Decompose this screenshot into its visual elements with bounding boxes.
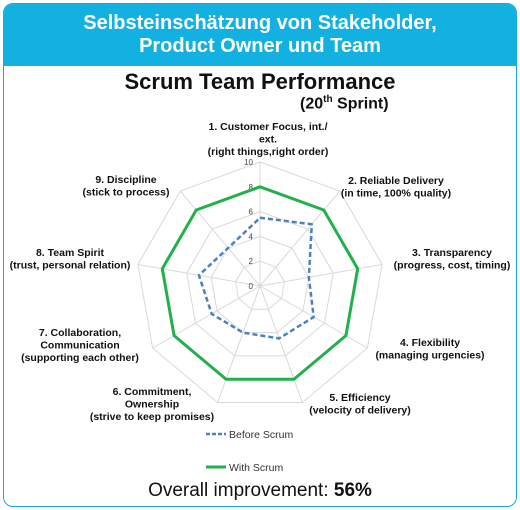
tick-label: 2 [249, 257, 254, 266]
chart-subtitle: (20th Sprint) [300, 94, 389, 113]
tick-label: 10 [244, 158, 253, 167]
axis-label-6: 6. Commitment, Ownership (strive to keep p… [90, 386, 214, 423]
header-line-1: Selbsteinschätzung von Stakeholder, [83, 12, 437, 34]
overall-value: 56% [333, 480, 372, 501]
overall-label: Overall improvement: [148, 480, 329, 501]
tick-label: 6 [249, 208, 254, 217]
series-with-scrum [160, 185, 360, 381]
axis-label-8: 8. Team Spirit (trust, personal relation) [10, 247, 131, 272]
tick-label: 8 [249, 183, 254, 192]
grid-spoke [152, 285, 261, 349]
axis-label-2: 2. Reliable Delivery (in time, 100% quali… [341, 175, 451, 200]
header-banner: Selbsteinschätzung von Stakeholder, Prod… [4, 4, 516, 66]
axis-label-7: 7. Collaboration, Communication (supportin… [21, 327, 139, 364]
axis-label-5: 5. Efficiency (velocity of delivery) [309, 392, 411, 417]
series-before-scrum [197, 216, 315, 340]
grid-spoke [179, 190, 261, 287]
axis-label-9: 9. Discipline (stick to process) [83, 174, 170, 199]
header-line-2: Product Owner und Team [139, 35, 381, 57]
axis-label-3: 3. Transparency (progress, cost, timing) [394, 247, 511, 272]
axis-label-4: 4. Flexibility (managing urgencies) [375, 337, 484, 362]
grid-ring [210, 235, 310, 334]
overall-improvement: Overall improvement: 56% [0, 480, 520, 502]
legend-label: Before Scrum [229, 429, 293, 441]
grid-ring [186, 211, 334, 357]
slide-frame: Selbsteinschätzung von Stakeholder, Prod… [3, 3, 517, 507]
axis-label-1: 1. Customer Focus, int./ext. (right thing… [208, 121, 329, 158]
grid-spoke [259, 285, 303, 403]
tick-label: 4 [249, 232, 254, 241]
tick-label: 0 [249, 282, 254, 291]
grid-ring [137, 161, 383, 404]
legend-label: With Scrum [229, 462, 284, 474]
grid-spoke [217, 285, 261, 403]
grid-ring [235, 260, 285, 310]
grid-spoke [259, 190, 341, 287]
grid-spoke [259, 263, 383, 287]
chart-title: Scrum Team Performance [124, 69, 396, 94]
